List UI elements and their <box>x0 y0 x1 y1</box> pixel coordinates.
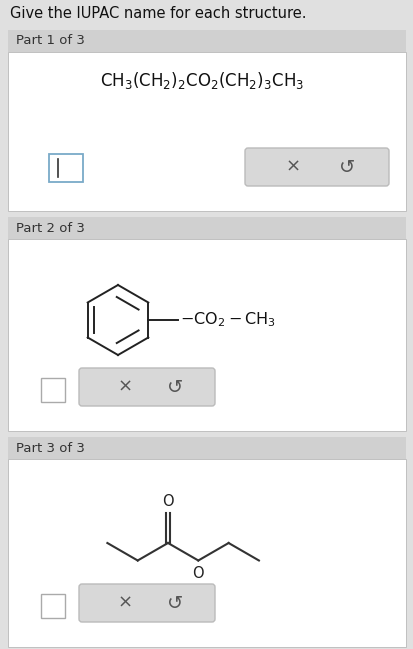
FancyBboxPatch shape <box>8 217 405 239</box>
Text: O: O <box>162 494 173 509</box>
Text: O: O <box>192 565 204 580</box>
Text: ↺: ↺ <box>338 158 355 177</box>
FancyBboxPatch shape <box>41 594 65 618</box>
Text: ↺: ↺ <box>167 378 183 397</box>
Text: Part 3 of 3: Part 3 of 3 <box>16 441 85 454</box>
FancyBboxPatch shape <box>244 148 388 186</box>
FancyBboxPatch shape <box>8 52 405 211</box>
FancyBboxPatch shape <box>49 154 83 182</box>
FancyBboxPatch shape <box>79 368 214 406</box>
Text: ×: × <box>285 158 300 176</box>
FancyBboxPatch shape <box>8 30 405 52</box>
FancyBboxPatch shape <box>8 437 405 459</box>
Text: CH$_3$(CH$_2$)$_2$CO$_2$(CH$_2$)$_3$CH$_3$: CH$_3$(CH$_2$)$_2$CO$_2$(CH$_2$)$_3$CH$_… <box>100 70 304 91</box>
FancyBboxPatch shape <box>8 239 405 431</box>
Text: Part 1 of 3: Part 1 of 3 <box>16 34 85 47</box>
Text: $\mathsf{-CO_2-CH_3}$: $\mathsf{-CO_2-CH_3}$ <box>180 311 275 329</box>
FancyBboxPatch shape <box>8 459 405 647</box>
Text: Give the IUPAC name for each structure.: Give the IUPAC name for each structure. <box>10 6 306 21</box>
Text: Part 2 of 3: Part 2 of 3 <box>16 221 85 234</box>
Text: ↺: ↺ <box>167 593 183 613</box>
Text: ×: × <box>117 594 132 612</box>
Text: ×: × <box>117 378 132 396</box>
FancyBboxPatch shape <box>79 584 214 622</box>
FancyBboxPatch shape <box>41 378 65 402</box>
